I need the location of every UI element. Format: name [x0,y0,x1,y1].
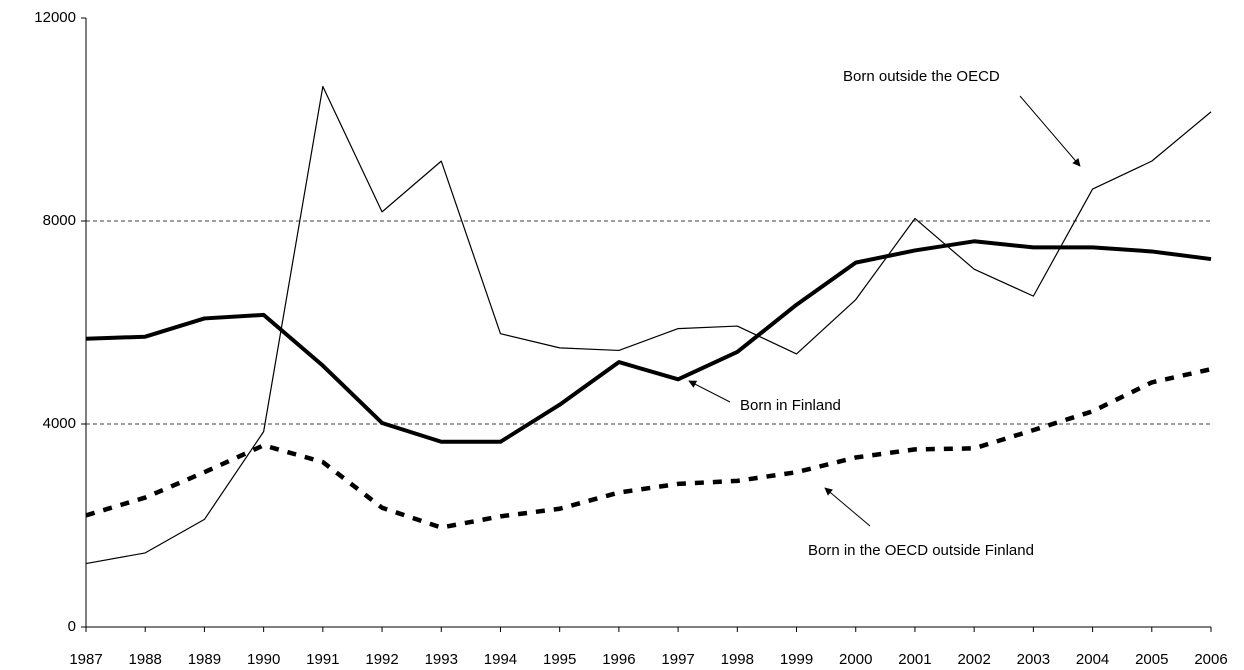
x-tick-label: 1987 [69,651,102,668]
x-tick-label: 1992 [365,651,398,668]
x-tick-label: 2000 [839,651,872,668]
y-tick-label: 12000 [34,9,76,26]
annotation-arrow [1019,95,1081,167]
series-line [85,239,1212,444]
x-tick-label: 2002 [957,651,990,668]
x-tick-label: 2001 [898,651,931,668]
x-tick-label: 1998 [721,651,754,668]
x-tick-label: 1990 [247,651,280,668]
x-tick-label: 1991 [306,651,339,668]
x-tick-label: 1994 [484,651,517,668]
series-annotation: Born in Finland [740,397,841,414]
y-tick-label: 8000 [43,212,76,229]
x-tick-label: 1999 [780,651,813,668]
x-tick-label: 2004 [1076,651,1109,668]
y-tick-label: 0 [68,618,76,635]
x-tick-label: 1989 [188,651,221,668]
x-tick-label: 2003 [1017,651,1050,668]
series-annotation: Born outside the OECD [843,68,1000,85]
series-line [85,366,1212,530]
y-tick-label: 4000 [43,415,76,432]
x-tick-label: 2005 [1135,651,1168,668]
x-tick-label: 1993 [425,651,458,668]
annotation-arrow [688,380,731,403]
x-tick-label: 1988 [129,651,162,668]
x-tick-label: 1996 [602,651,635,668]
x-tick-label: 1995 [543,651,576,668]
annotation-arrow [824,487,871,527]
series-annotation: Born in the OECD outside Finland [808,542,1034,559]
x-tick-label: 2006 [1194,651,1227,668]
series-line [85,85,1212,565]
x-tick-label: 1997 [661,651,694,668]
